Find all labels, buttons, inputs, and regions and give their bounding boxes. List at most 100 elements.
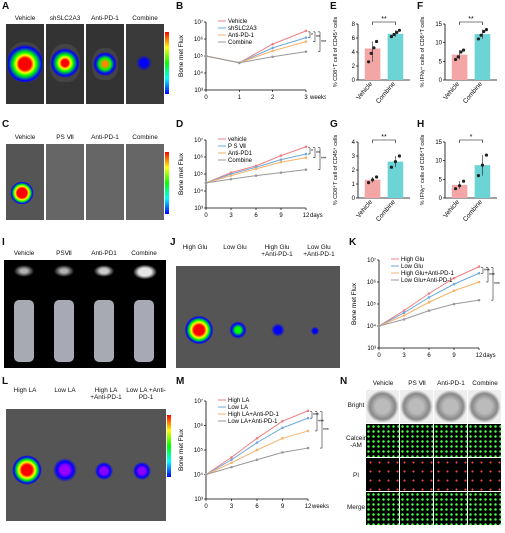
panel-c-images: Vehicle PS Ⅶ Anti-PD-1 Combine (6, 132, 171, 220)
data-point (279, 171, 283, 174)
y-tick-label: 10⁵ (367, 301, 377, 308)
panel-n-col-3: Anti-PD-1 (437, 380, 465, 387)
y-tick-label: 10⁴ (367, 323, 377, 330)
panel-c-label-1: Vehicle (14, 134, 36, 141)
data-point (230, 458, 233, 462)
merge-image (366, 492, 399, 525)
panel-label-l: L (2, 376, 9, 387)
y-tick-label: 0 (439, 196, 443, 202)
legend-label: Low Glu+Anti-PD-1 (401, 278, 453, 284)
data-point (456, 55, 460, 59)
data-point (482, 29, 486, 34)
panel-i-images: Vehicle PSⅦ Anti-PD1 Combine (4, 250, 166, 368)
panel-i-label-2: PSⅦ (56, 250, 72, 257)
series-line (378, 281, 480, 327)
panel-n-col-1: Vehicle (372, 380, 394, 387)
x-tick-label: Combine (462, 80, 484, 105)
y-axis-label: Bone met Flux (351, 282, 358, 325)
y-axis-label: Bone met Flux (178, 152, 185, 195)
data-point (461, 179, 466, 183)
y-tick-label: 4 (352, 140, 356, 146)
data-point (459, 50, 463, 54)
data-point (204, 181, 208, 185)
y-tick-label: 10⁵ (194, 53, 204, 60)
calcein-am-image (400, 424, 433, 457)
data-point (254, 174, 258, 177)
panel-l-label-1: High LA (13, 387, 37, 394)
data-point (306, 409, 310, 413)
data-point (281, 419, 284, 423)
data-point (477, 265, 481, 268)
data-point (281, 426, 284, 430)
panel-a-images: Vehicle shSLC2A3 Anti-PD-1 Combine (6, 14, 171, 106)
data-point (306, 416, 310, 420)
significance-bracket (481, 267, 484, 274)
panel-c-label-3: Anti-PD-1 (91, 134, 119, 141)
data-point (476, 174, 481, 178)
panel-i-label-1: Vehicle (13, 250, 35, 257)
bar (387, 33, 404, 80)
data-point (477, 280, 481, 284)
bar (474, 165, 491, 198)
x-tick-label: 12 (305, 504, 312, 510)
x-tick-label: Vehicle (442, 80, 461, 101)
y-tick-label: 10⁶ (194, 36, 204, 43)
panel-l-images: High LA Low LA High LA +Anti-PD-1 Low LA… (6, 385, 172, 525)
x-tick-label: Vehicle (442, 198, 461, 219)
significance-bracket (372, 139, 396, 143)
data-point (452, 282, 456, 286)
x-axis-label: days (310, 213, 323, 219)
series-line (205, 30, 307, 64)
panel-j-label-3: High Glu +Anti-PD-1 (261, 244, 293, 258)
calcein-am-image (366, 424, 399, 457)
y-tick-label: 8 (352, 22, 356, 28)
data-point (255, 437, 259, 440)
x-tick-label: 9 (452, 353, 456, 359)
colorbar (165, 32, 169, 94)
data-point (304, 50, 308, 53)
y-axis-label: % CD8⁺T cell of CD45⁺ cells (332, 17, 339, 88)
significance-label: * (470, 134, 473, 141)
significance-label: *** (484, 268, 490, 274)
panel-n-row-4: Merge (346, 504, 366, 511)
data-point (479, 33, 483, 37)
data-point (477, 298, 481, 302)
panel-l-label-4: Low LA +Anti-PD-1 (126, 387, 166, 401)
data-point (230, 465, 233, 469)
legend-label: Vehicle (228, 19, 248, 25)
legend-label: Low LA+Anti-PD-1 (228, 419, 278, 425)
x-tick-label: Vehicle (355, 198, 374, 219)
bar (474, 34, 491, 80)
x-tick-label: Combine (375, 198, 397, 223)
data-point (304, 29, 308, 33)
panel-label-b: B (176, 1, 184, 12)
significance-label: *** (321, 157, 326, 163)
y-axis-label: % IFNγ⁺ cells of CD8⁺T cells (419, 134, 426, 205)
x-tick-label: 0 (204, 213, 208, 219)
bright-field-image (400, 390, 433, 423)
bright-field-image (366, 390, 399, 423)
x-tick-label: 3 (230, 504, 234, 510)
significance-bracket (459, 21, 483, 25)
mouse-image-vehicle (6, 24, 44, 104)
y-tick-label: 0 (352, 78, 356, 84)
data-point (230, 456, 233, 459)
y-axis-label: % CD8⁺T cell of CD45⁺ cells (332, 135, 339, 206)
significance-bracket (459, 139, 483, 143)
panel-label-m: M (176, 376, 185, 387)
x-tick-label: 12 (476, 353, 483, 359)
mouse-image-anti-pd-1-c (86, 144, 124, 220)
significance-label: *** (313, 413, 319, 419)
data-point (230, 461, 233, 465)
y-tick-label: 10³ (367, 346, 376, 352)
significance-label: *** (494, 282, 500, 288)
legend-label: P S Ⅶ (228, 144, 246, 150)
data-point (281, 437, 284, 440)
panel-label-a: A (2, 1, 10, 12)
y-tick-label: 2 (352, 168, 356, 174)
data-point (304, 152, 308, 156)
significance-label: *** (323, 428, 329, 434)
data-point (427, 296, 431, 299)
significance-label: ** (381, 134, 387, 141)
y-tick-label: 10³ (194, 497, 203, 503)
